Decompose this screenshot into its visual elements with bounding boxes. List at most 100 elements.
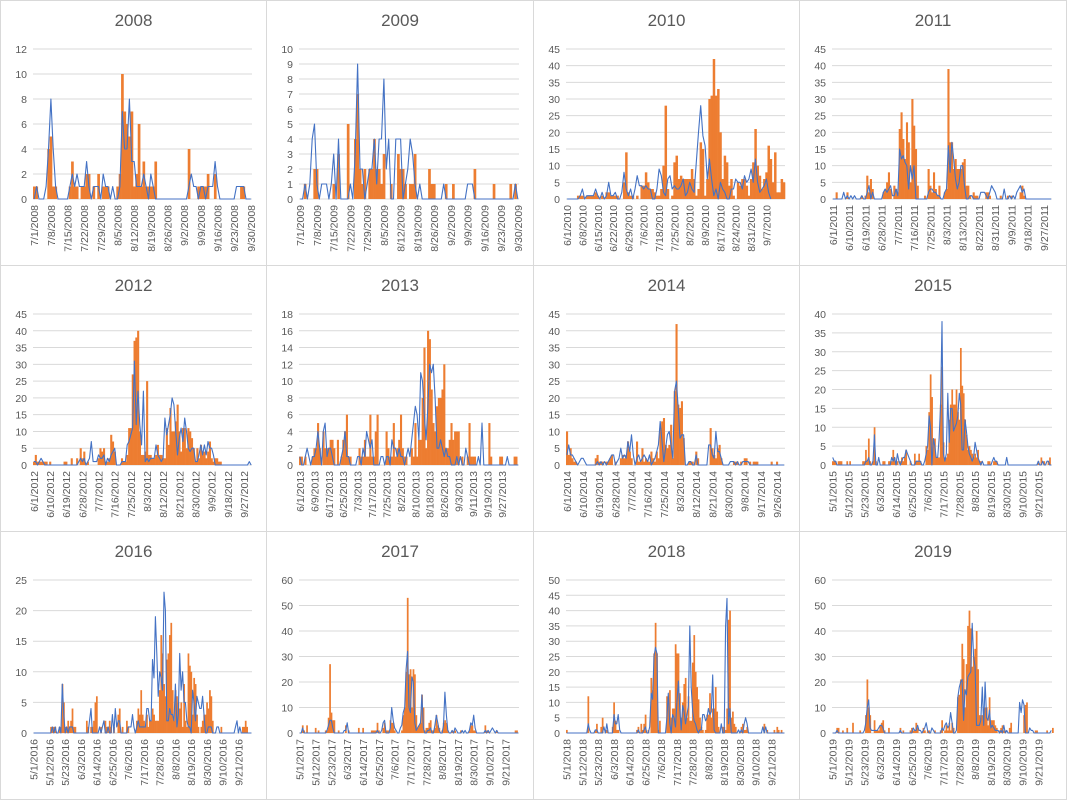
bar	[63, 461, 66, 465]
x-tick-label: 6/19/2011	[860, 205, 872, 251]
y-tick-label: 25	[15, 575, 27, 587]
bar	[879, 725, 882, 733]
y-tick-label: 12	[15, 44, 27, 56]
x-tick-label: 8/8/2019	[970, 739, 982, 780]
line-series	[299, 650, 519, 734]
x-tick-label: 8/12/2014	[691, 471, 703, 518]
bar	[780, 729, 783, 733]
bar	[569, 448, 572, 465]
bar	[196, 448, 199, 465]
bar	[573, 461, 576, 465]
bar	[723, 155, 727, 199]
bar	[860, 195, 863, 199]
bar	[949, 404, 952, 465]
bar	[1040, 457, 1043, 465]
bar	[513, 456, 516, 465]
y-tick-label: 40	[814, 626, 826, 638]
bar	[867, 438, 870, 465]
bar	[758, 175, 762, 199]
bar	[202, 186, 205, 199]
bar	[70, 458, 73, 465]
bar	[430, 184, 434, 199]
x-tick-label: 8/26/2013	[439, 471, 451, 518]
bar	[616, 729, 618, 733]
bar	[842, 730, 844, 733]
bar	[913, 453, 916, 465]
bar	[425, 448, 428, 465]
bar	[957, 412, 959, 465]
bar	[374, 431, 377, 465]
bar	[217, 461, 220, 465]
bar	[111, 441, 115, 465]
bar	[969, 195, 972, 199]
bar	[85, 174, 89, 199]
bar	[895, 189, 898, 199]
bar	[846, 727, 849, 733]
bar	[674, 644, 677, 733]
bar	[601, 717, 604, 733]
x-tick-label: 9/27/2012	[239, 471, 251, 518]
bar	[358, 169, 362, 199]
bar	[1019, 192, 1022, 199]
bar	[121, 726, 124, 733]
x-tick-label: 7/6/2015	[923, 471, 935, 512]
bar	[337, 154, 340, 199]
y-tick-label: 0	[21, 460, 27, 472]
bar	[437, 397, 440, 465]
x-tick-label: 5/12/2016	[45, 739, 57, 786]
x-tick-label: 9/9/2009	[463, 205, 475, 246]
x-tick-label: 5/23/2018	[593, 739, 605, 786]
x-tick-label: 7/6/2017	[390, 739, 402, 780]
bar	[837, 727, 840, 733]
bar	[887, 172, 891, 199]
bar	[432, 423, 435, 465]
x-tick-label: 9/21/2018	[766, 739, 778, 786]
bar	[357, 727, 360, 733]
bar	[204, 714, 207, 733]
x-tick-label: 5/12/2017	[311, 739, 323, 786]
bar	[911, 99, 914, 199]
bar	[418, 439, 421, 465]
bar	[967, 449, 969, 465]
bar	[607, 192, 611, 199]
x-tick-label: 7/17/2019	[938, 739, 950, 786]
bar-series	[299, 330, 518, 465]
x-tick-label: 6/28/2014	[610, 471, 622, 518]
bar	[201, 451, 204, 465]
bar	[719, 132, 722, 199]
x-tick-label: 5/23/2015	[859, 471, 871, 518]
bar	[594, 729, 597, 733]
x-tick-label: 7/7/2011	[893, 205, 905, 245]
bar	[714, 458, 718, 465]
bar	[455, 431, 458, 465]
bar	[682, 438, 685, 465]
y-tick-label: 25	[814, 366, 826, 378]
x-tick-label: 6/10/2011	[844, 205, 856, 251]
bar	[955, 389, 958, 465]
chart-svg: 0 1 2 3 4 5 6 7 8 9 10 7/1/2009 7/8/2009 7/15/2009 7/2…	[281, 44, 524, 252]
y-tick-label: 40	[15, 326, 27, 338]
bar	[203, 714, 206, 733]
bar	[392, 722, 395, 733]
bar	[187, 149, 191, 199]
bar	[727, 619, 730, 733]
bar	[113, 451, 116, 465]
chart-svg: 0 5 10 15 20 25 30 35 40 5/1/2015 5/12/2015 5/23/20…	[814, 309, 1052, 518]
y-tick-label: 0	[820, 460, 826, 472]
bar	[923, 195, 927, 199]
x-tick-label: 6/3/2016	[76, 739, 88, 780]
bar	[852, 722, 854, 733]
bar	[211, 720, 214, 733]
x-tick-label: 8/8/2018	[703, 739, 715, 780]
bar	[948, 722, 951, 733]
bar	[437, 725, 439, 733]
bar	[882, 720, 885, 733]
bar	[198, 458, 201, 465]
bar	[974, 195, 977, 199]
bar	[743, 729, 746, 733]
y-tick-label: 25	[814, 111, 826, 123]
bar	[671, 195, 674, 199]
bar	[976, 195, 979, 199]
x-tick-label: 8/24/2010	[731, 205, 743, 252]
